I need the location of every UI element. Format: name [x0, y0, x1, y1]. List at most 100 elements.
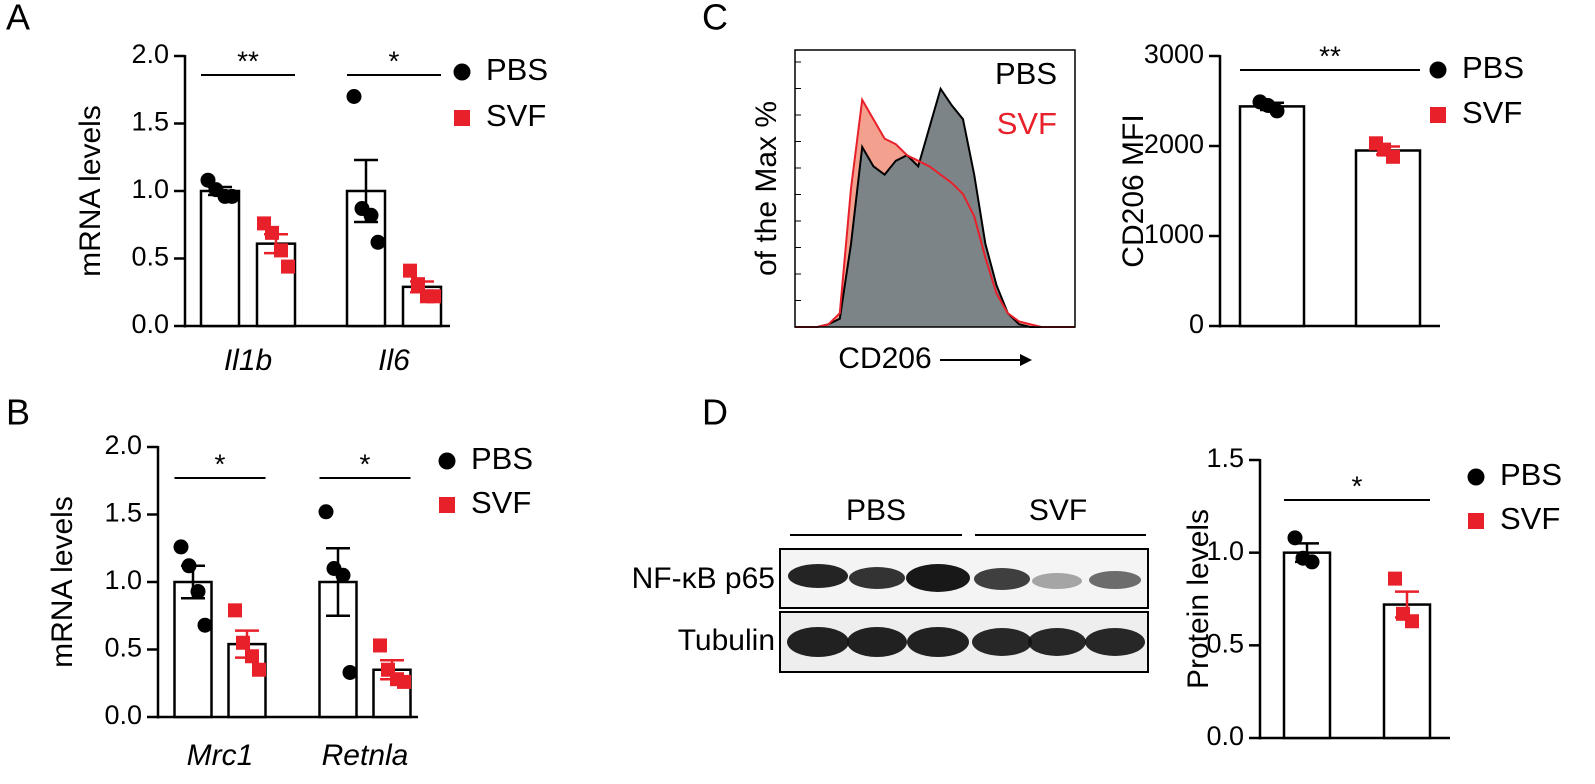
band: [1032, 573, 1082, 589]
bar: [173, 580, 213, 719]
y-tick-label: 2000: [1144, 129, 1204, 159]
y-tick-label: 1.0: [1206, 536, 1244, 566]
x-tick-label: Il6: [378, 344, 410, 377]
data-point: [370, 234, 386, 250]
y-axis-label: mRNA levels: [46, 496, 79, 668]
legend-marker: [453, 63, 471, 81]
legend-label: SVF: [471, 485, 531, 520]
legend-marker: [1468, 513, 1484, 529]
significance-label: *: [360, 448, 371, 479]
data-point: [181, 558, 197, 574]
blot-group-label: PBS: [846, 494, 906, 527]
band: [788, 564, 848, 588]
axis-arrow-head: [1020, 354, 1032, 366]
chart: 0.0 0.5 1.0 1.5 2.0 mRNA levels Mrc1 * Retnla * PB…: [46, 430, 533, 772]
data-point: [252, 662, 266, 677]
error-bar: [326, 547, 350, 617]
legend-marker: [438, 452, 456, 470]
y-axis-label: of the Max %: [750, 101, 783, 276]
band: [907, 627, 969, 657]
data-point: [1304, 554, 1320, 570]
y-tick-label: 1.5: [1206, 443, 1244, 473]
chart: 0.0 0.5 1.0 1.5 Protein levels * PBS SVF: [1182, 443, 1562, 751]
y-tick-label: 2.0: [104, 430, 142, 460]
data-point: [1269, 103, 1285, 119]
significance-label: *: [215, 448, 226, 479]
bar: [1282, 551, 1332, 740]
data-point: [236, 635, 250, 650]
band: [787, 627, 849, 657]
y-tick-label: 1000: [1144, 219, 1204, 249]
data-point: [245, 649, 259, 664]
band: [1028, 628, 1086, 656]
significance-label: *: [1352, 470, 1363, 501]
data-point: [1388, 571, 1402, 586]
data-point: [397, 674, 411, 689]
legend-label: PBS: [471, 441, 533, 476]
panel-label: D: [702, 392, 728, 433]
data-point: [427, 289, 441, 304]
data-point: [403, 263, 417, 278]
legend-marker: [439, 497, 455, 513]
area-fill: [795, 88, 1075, 327]
significance-label: *: [389, 45, 400, 76]
data-point: [363, 207, 379, 223]
data-point: [346, 89, 362, 104]
y-tick-label: 3000: [1144, 39, 1204, 69]
legend-marker: [1430, 107, 1446, 123]
y-tick-label: 1.0: [104, 565, 142, 595]
y-tick-label: 1.5: [131, 107, 169, 137]
y-tick-label: 0.5: [104, 633, 142, 663]
band: [974, 568, 1030, 590]
x-tick-label: Il1b: [224, 344, 272, 377]
band: [849, 567, 905, 589]
y-axis-label: CD206 MFI: [1117, 114, 1150, 267]
bar: [199, 189, 241, 328]
y-tick-label: 0.5: [1206, 628, 1244, 658]
chart: 0.0 0.5 1.0 1.5 2.0 mRNA levels Il1b ** Il6 * PBS S…: [74, 39, 548, 377]
legend-label: PBS: [1462, 50, 1524, 85]
data-point: [173, 539, 189, 555]
legend-label: SVF: [1462, 95, 1522, 130]
legend-marker: [1429, 61, 1447, 79]
significance-label: **: [1319, 40, 1341, 71]
legend-label: PBS: [995, 56, 1057, 91]
western-blot: PBS SVF NF-κB p65 Tubulin: [632, 494, 1149, 673]
y-axis-label: mRNA levels: [74, 105, 107, 277]
band: [1089, 571, 1141, 589]
legend-marker: [1467, 468, 1485, 486]
legend-marker: [454, 110, 470, 126]
data-point: [265, 225, 279, 240]
data-point: [411, 277, 425, 292]
chart: PBS SVF CD206 of the Max %: [750, 49, 1076, 375]
bar: [227, 642, 267, 719]
chart: 0 1000 2000 3000 CD206 MFI ** PBS SVF: [1117, 39, 1524, 339]
significance-label: **: [237, 45, 259, 76]
y-axis-label: Protein levels: [1182, 509, 1215, 689]
bar: [1354, 149, 1422, 328]
data-point: [373, 638, 387, 653]
band: [906, 564, 970, 592]
panel-label: C: [702, 0, 728, 38]
data-point: [318, 504, 334, 520]
band: [1085, 628, 1145, 656]
legend-label: SVF: [486, 98, 546, 133]
data-point: [190, 583, 206, 599]
y-tick-label: 1.5: [104, 498, 142, 528]
area-outline: [795, 96, 1075, 328]
y-tick-label: 2.0: [131, 39, 169, 69]
y-tick-label: 0.0: [104, 700, 142, 730]
x-axis-label: CD206: [838, 342, 931, 375]
plot-frame: [794, 49, 1076, 328]
bands: [787, 564, 1145, 657]
x-tick-label: Mrc1: [187, 739, 254, 772]
data-point: [1405, 614, 1419, 629]
blot-row-label: Tubulin: [678, 624, 775, 657]
legend-label: PBS: [486, 52, 548, 87]
data-point: [228, 603, 242, 618]
bar: [1238, 105, 1306, 328]
y-tick-label: 0: [1189, 309, 1204, 339]
data-point: [274, 243, 288, 258]
data-point: [281, 259, 295, 274]
band: [972, 628, 1032, 656]
